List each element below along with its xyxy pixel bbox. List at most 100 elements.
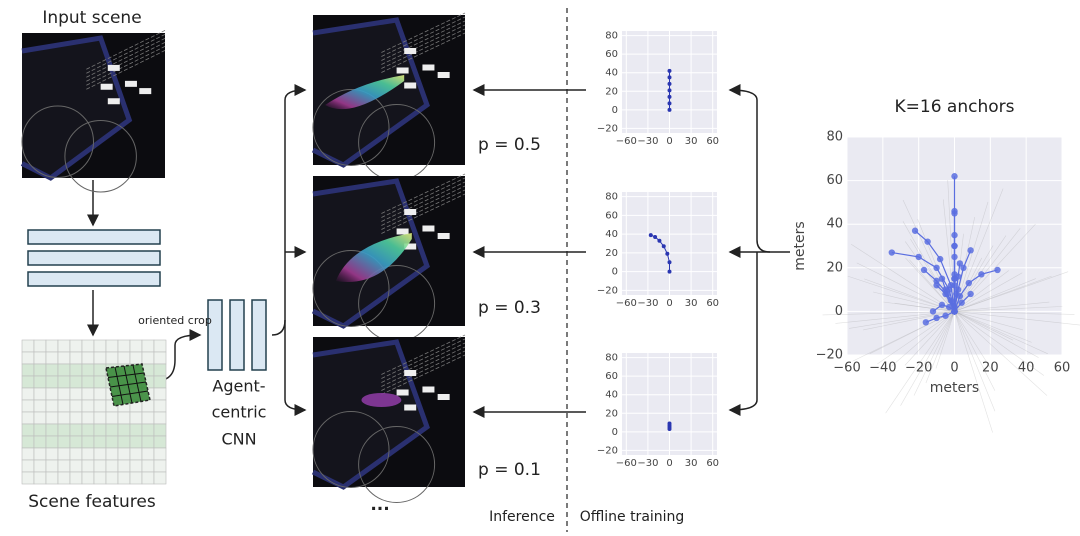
lane [381,342,466,383]
lane [381,32,466,73]
lane [381,16,466,57]
background-trajectory [954,188,1004,312]
feature-layer [27,271,161,287]
layout [27,8,790,532]
lane [86,34,166,74]
grid-cell [153,423,167,437]
grid-cell [117,423,131,437]
car [437,72,450,78]
point [947,282,955,289]
grid-cell [81,447,95,461]
background-trajectory [847,275,955,312]
lane [381,334,466,375]
car [404,48,417,54]
car [396,389,409,396]
y-tick-label: −20 [597,123,618,134]
grid-cell [57,363,71,377]
grid-cell [57,375,71,389]
grid-cell [33,363,47,377]
curve [64,120,137,193]
x-tick-label: −60 [616,458,637,469]
y-tick-label: 80 [605,192,618,203]
grid-cell [57,339,71,353]
grid-cell [117,411,131,425]
grid-cell [21,423,35,437]
lane [381,24,466,65]
grid-cell [57,447,71,461]
background-trajectory [954,311,1044,376]
lane [381,181,466,222]
grid-cell [93,363,107,377]
grid-cell [141,423,155,437]
grid-cell [45,471,59,485]
point [667,260,672,265]
probability: p = 0.1 [478,460,541,480]
lane [381,346,466,387]
grid-cell [69,447,83,461]
grid-cell [57,351,71,365]
point [951,308,958,315]
point [936,255,944,263]
grid-cell [69,435,83,449]
grid-cell [93,351,107,365]
x-tick-label: 0 [666,136,672,147]
grid-cell [21,375,35,389]
y-tick-label: 80 [826,130,843,145]
background-trajectory [910,238,955,312]
background-trajectory [894,302,955,312]
x-tick-label: −30 [637,298,658,309]
point [924,238,931,245]
background-trajectory [913,311,955,396]
feature-layer [27,250,161,266]
trajectory [932,304,955,312]
point [920,266,928,274]
grid-cell [129,423,143,437]
x-tick-label: −30 [637,136,658,147]
grid-cell [81,387,95,401]
lane [381,189,466,230]
grid-cell [21,459,35,473]
point [933,264,940,271]
lane [86,30,166,70]
grid-cell [117,351,131,365]
grid-cell [93,387,107,401]
y-tick-label: −20 [597,445,618,456]
curve [358,426,436,503]
cnn-layer [207,299,223,371]
y-tick-label: −20 [816,348,843,363]
grid-cell [141,351,155,365]
grid-cell [129,459,143,473]
y-tick-label: 0 [612,427,618,438]
background-trajectory [954,275,1052,312]
grid-cell [153,435,167,449]
point [667,81,672,86]
grid-cell [57,471,71,485]
y-tick-label: 80 [605,353,618,364]
grid-cell [45,363,59,377]
car [139,88,152,95]
grid-cell [69,387,83,401]
grid-cell [153,411,167,425]
point [938,275,946,282]
input-title: Input scene [42,8,141,28]
crop-grid [109,381,147,388]
grid-cell [153,471,167,485]
grid-cell [93,459,107,473]
point [929,308,937,315]
point [933,314,940,322]
curve [21,105,94,178]
feature-layer [27,229,161,245]
grid-cell [69,459,83,473]
grid-cell [129,339,143,353]
x-tick-label: 0 [950,361,958,376]
background-trajectory [905,257,955,312]
point [667,94,672,99]
y-tick-label: 40 [605,229,618,240]
grid-cell [105,339,119,353]
point [967,247,974,254]
grid-cell [153,387,167,401]
grid-cell [153,339,167,353]
y-tick-label: 60 [605,49,618,60]
x-tick-label: 60 [706,298,719,309]
